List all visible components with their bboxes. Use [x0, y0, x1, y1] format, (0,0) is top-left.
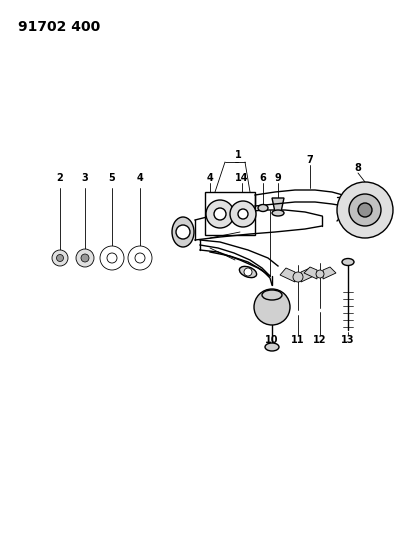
- Text: 5: 5: [109, 173, 115, 183]
- Circle shape: [358, 203, 372, 217]
- Circle shape: [230, 201, 256, 227]
- Text: 4: 4: [207, 173, 213, 183]
- Circle shape: [107, 253, 117, 263]
- Polygon shape: [301, 268, 316, 282]
- Text: 13: 13: [341, 335, 355, 345]
- Text: 10: 10: [265, 335, 279, 345]
- Circle shape: [238, 209, 248, 219]
- Circle shape: [244, 268, 252, 276]
- Circle shape: [337, 182, 393, 238]
- Circle shape: [316, 270, 324, 278]
- Text: 3: 3: [82, 173, 88, 183]
- Circle shape: [52, 250, 68, 266]
- Ellipse shape: [265, 343, 279, 351]
- Circle shape: [254, 289, 290, 325]
- Text: 2: 2: [57, 173, 63, 183]
- Text: 7: 7: [307, 155, 313, 165]
- Circle shape: [135, 253, 145, 263]
- Ellipse shape: [239, 266, 257, 278]
- Polygon shape: [272, 198, 284, 212]
- Text: 1: 1: [235, 150, 241, 160]
- Polygon shape: [304, 267, 317, 279]
- Polygon shape: [323, 267, 336, 279]
- Text: 8: 8: [354, 163, 362, 173]
- Ellipse shape: [262, 290, 282, 300]
- Circle shape: [206, 200, 234, 228]
- Text: 11: 11: [291, 335, 305, 345]
- Text: 4: 4: [137, 173, 143, 183]
- Circle shape: [100, 246, 124, 270]
- Text: 91702 400: 91702 400: [18, 20, 100, 34]
- Ellipse shape: [172, 217, 194, 247]
- Circle shape: [76, 249, 94, 267]
- Circle shape: [293, 272, 303, 282]
- Text: 9: 9: [275, 173, 281, 183]
- Ellipse shape: [258, 205, 268, 212]
- Text: 14: 14: [235, 173, 249, 183]
- Text: 6: 6: [260, 173, 266, 183]
- Circle shape: [176, 225, 190, 239]
- Circle shape: [81, 254, 89, 262]
- Text: 12: 12: [313, 335, 327, 345]
- Circle shape: [128, 246, 152, 270]
- Circle shape: [56, 254, 64, 262]
- Ellipse shape: [342, 259, 354, 265]
- Circle shape: [349, 194, 381, 226]
- Circle shape: [214, 208, 226, 220]
- Ellipse shape: [272, 210, 284, 216]
- Polygon shape: [280, 268, 295, 282]
